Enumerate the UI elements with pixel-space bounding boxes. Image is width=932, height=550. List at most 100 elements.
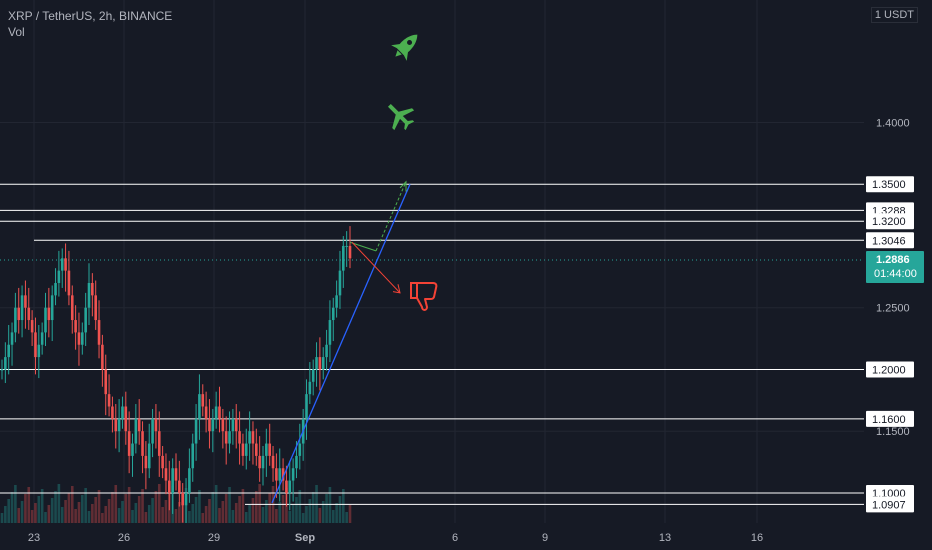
volume-label: Vol bbox=[8, 25, 25, 39]
drawings bbox=[271, 34, 438, 504]
candle-body bbox=[144, 455, 148, 469]
bullish-arrowhead bbox=[399, 180, 407, 192]
volume-bar bbox=[44, 512, 47, 523]
trend-line bbox=[271, 183, 411, 504]
volume-bar bbox=[114, 485, 118, 523]
candle-body bbox=[184, 492, 188, 506]
rocket-icon bbox=[391, 34, 418, 61]
candle-body bbox=[265, 443, 268, 456]
candle-body bbox=[97, 320, 101, 345]
volume-bar bbox=[208, 499, 211, 523]
candle-body bbox=[204, 406, 208, 419]
candle-body bbox=[194, 418, 198, 444]
candle-body bbox=[188, 468, 191, 493]
candle-body bbox=[241, 443, 245, 456]
candle-body bbox=[131, 443, 134, 456]
volume-bar bbox=[84, 488, 87, 523]
candle-body bbox=[27, 307, 31, 321]
volume-bar bbox=[60, 507, 64, 523]
candle-body bbox=[211, 418, 215, 432]
level-tag bbox=[866, 361, 914, 378]
candle-body bbox=[328, 320, 332, 345]
x-tick-label: 29 bbox=[208, 532, 220, 544]
candle-body bbox=[17, 307, 21, 321]
volume-bar bbox=[295, 497, 298, 523]
volume-bar bbox=[248, 505, 251, 523]
volume-bar bbox=[87, 511, 91, 523]
candle-body bbox=[87, 282, 91, 308]
volume-bar bbox=[288, 511, 292, 523]
volume-bar bbox=[37, 496, 41, 523]
volume-bar bbox=[47, 505, 51, 523]
candle-body bbox=[248, 431, 251, 444]
level-tag bbox=[866, 176, 914, 193]
volume-bar bbox=[64, 500, 67, 523]
candle-body bbox=[77, 332, 81, 345]
candle-body bbox=[234, 418, 238, 432]
y-tick-label: 1.2500 bbox=[876, 303, 910, 315]
volume-bar bbox=[348, 505, 352, 523]
volume-bar bbox=[318, 508, 322, 523]
volume-bar bbox=[191, 504, 195, 523]
candle-body bbox=[298, 443, 302, 456]
volume-bar bbox=[335, 503, 338, 523]
volume-bar bbox=[244, 512, 248, 523]
candle-body bbox=[181, 492, 184, 506]
candle-body bbox=[0, 369, 4, 371]
volume-bar bbox=[54, 491, 57, 523]
volume-bar bbox=[311, 492, 315, 523]
candle-body bbox=[107, 394, 111, 407]
candle-body bbox=[338, 270, 342, 296]
volume-bar bbox=[101, 513, 104, 523]
level-label: 1.0907 bbox=[872, 499, 906, 511]
volume-bar bbox=[345, 512, 348, 523]
volume-bar bbox=[305, 506, 308, 523]
volume-bar bbox=[241, 489, 245, 523]
candle-body bbox=[231, 418, 235, 432]
candle-body bbox=[261, 455, 265, 469]
level-label: 1.2000 bbox=[872, 364, 906, 376]
candle-body bbox=[308, 381, 312, 395]
volume-bar bbox=[291, 504, 295, 523]
volume-bar bbox=[157, 484, 161, 523]
candle-body bbox=[101, 344, 104, 370]
chart-grid bbox=[0, 0, 864, 523]
candle-body bbox=[67, 270, 71, 296]
candle-body bbox=[171, 468, 174, 493]
volume-bar bbox=[201, 513, 205, 523]
x-tick-label: 13 bbox=[659, 532, 671, 544]
volume-bar bbox=[20, 501, 24, 523]
candle-body bbox=[124, 406, 128, 432]
volume-bar bbox=[70, 486, 74, 523]
volume-bar bbox=[258, 484, 261, 523]
x-tick-label: Sep bbox=[295, 532, 315, 544]
candle-body bbox=[285, 480, 288, 493]
current-price-tag bbox=[866, 251, 924, 284]
candle-body bbox=[331, 307, 335, 321]
horizontal-levels bbox=[0, 183, 864, 505]
volume-bar bbox=[7, 499, 10, 523]
volume-bar bbox=[137, 496, 141, 523]
volume-bar bbox=[281, 495, 285, 523]
countdown-label: 01:44:00 bbox=[874, 268, 917, 280]
volume-bar bbox=[40, 489, 44, 523]
candle-body bbox=[57, 270, 61, 283]
candle-body bbox=[40, 332, 44, 345]
time-axis: 23 26 29 Sep 6 9 13 16 bbox=[0, 523, 864, 550]
volume-bar bbox=[127, 487, 131, 523]
candle-body bbox=[321, 357, 325, 370]
candle-body bbox=[37, 344, 41, 358]
candle-body bbox=[24, 295, 27, 308]
currency-unit-button[interactable]: 1 USDT bbox=[870, 7, 918, 23]
candle-body bbox=[7, 344, 10, 358]
candle-body bbox=[84, 307, 87, 333]
candle-body bbox=[121, 406, 124, 419]
symbol-title: XRP / TetherUS, 2h, BINANCE bbox=[8, 9, 173, 23]
volume-bar bbox=[231, 510, 235, 523]
volume-bar bbox=[10, 492, 14, 523]
volume-bar bbox=[107, 499, 111, 523]
volume-bar bbox=[104, 506, 108, 523]
volume-bar bbox=[134, 503, 138, 523]
volume-bar bbox=[34, 503, 37, 523]
